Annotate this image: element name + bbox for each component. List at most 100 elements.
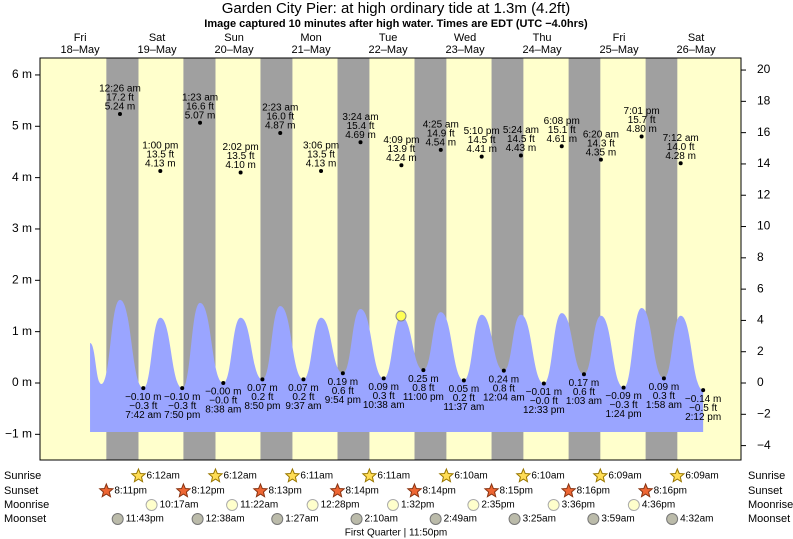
tide-label: 1:58 am <box>646 400 682 411</box>
y2-tick-label: −4 <box>757 438 771 452</box>
tide-label: 1:00 pm <box>142 141 178 152</box>
tide-point <box>639 134 644 139</box>
tide-label: 4.24 m <box>386 153 417 164</box>
tide-label: 0.3 ft <box>653 391 675 402</box>
sunset-time: 8:14pm <box>422 486 455 497</box>
day-date: 26–May <box>677 44 717 56</box>
moonrise-time: 12:28pm <box>321 500 360 511</box>
tide-label: 5.07 m <box>185 110 216 121</box>
sunrise-time: 6:09am <box>685 471 718 482</box>
tide-point <box>461 378 466 383</box>
sunrise-icon <box>130 467 147 483</box>
tide-label: 6:20 am <box>583 129 619 140</box>
tide-point <box>158 168 163 173</box>
tide-point <box>278 130 283 135</box>
moonset-icon <box>429 513 442 525</box>
tide-label: 0.07 m <box>288 383 319 394</box>
y-tick-label: −1 m <box>5 427 32 441</box>
tide-label: 3:06 pm <box>303 141 339 152</box>
moonrise-icon <box>387 499 400 511</box>
moonset-time: 4:32am <box>680 514 713 525</box>
tide-label: 4.61 m <box>546 134 577 145</box>
y-tick-label: 5 m <box>12 118 32 132</box>
tide-point <box>358 140 363 145</box>
tide-point <box>598 157 603 162</box>
tide-label: −0.3 ft <box>168 401 196 412</box>
tide-point <box>319 168 324 173</box>
tide-label: 0.25 m <box>408 374 439 385</box>
y-tick-label: 2 m <box>12 272 32 286</box>
sunset-icon <box>98 482 115 498</box>
tide-label: 7:12 am <box>663 133 699 144</box>
tide-label: 4.41 m <box>466 144 497 155</box>
tide-label: 4.35 m <box>586 147 617 158</box>
sunrise-icon <box>438 467 455 483</box>
day-weekday: Tue <box>379 32 398 44</box>
tide-label: −0.3 ft <box>129 401 157 412</box>
tide-label: 6:08 pm <box>544 116 580 127</box>
sunrise-time: 6:10am <box>531 471 564 482</box>
tide-label: −0.01 m <box>526 387 562 398</box>
moonrise-time: 4:36pm <box>642 500 675 511</box>
tide-label: 4.69 m <box>345 130 376 141</box>
tide-label: 0.2 ft <box>292 392 314 403</box>
moonset-icon <box>508 513 521 525</box>
sunset-icon <box>637 482 654 498</box>
sunrise-time: 6:12am <box>223 471 256 482</box>
moonrise-time: 11:22am <box>240 500 278 511</box>
plot-frame <box>39 57 742 461</box>
tide-label: 9:54 pm <box>325 395 361 406</box>
tide-point <box>501 368 506 373</box>
tide-label: 4.28 m <box>665 151 696 162</box>
tide-label: 0.07 m <box>247 383 278 394</box>
moonset-icon <box>191 513 204 525</box>
tide-label: 3:24 am <box>342 112 378 123</box>
y2-tick-label: 10 <box>757 219 771 233</box>
tide-label: 4.13 m <box>145 159 176 170</box>
y2-tick-label: 4 <box>757 313 764 327</box>
tide-label: 1:23 am <box>182 92 218 103</box>
tide-label: 15.7 ft <box>628 115 656 126</box>
moonset-time: 2:10am <box>365 514 398 525</box>
tide-point <box>518 153 523 158</box>
sunset-icon <box>329 482 346 498</box>
day-date: 25–May <box>600 44 640 56</box>
tide-label: 0.17 m <box>569 378 600 389</box>
tide-point <box>438 147 443 152</box>
sunrise-time: 6:12am <box>146 471 179 482</box>
tide-label: −0.10 m <box>125 392 161 403</box>
sunset-icon <box>252 482 269 498</box>
tide-label: 7:01 pm <box>624 106 660 117</box>
tide-point <box>381 376 386 381</box>
moonset-time: 1:27am <box>285 514 318 525</box>
tide-point <box>559 144 564 149</box>
row-label: Moonrise <box>4 499 49 511</box>
sunset-time: 8:16pm <box>577 486 610 497</box>
tide-point <box>340 371 345 376</box>
tide-label: 2:02 pm <box>223 142 259 153</box>
row-label: Sunset <box>4 485 38 497</box>
tide-label: 7:42 am <box>125 410 161 421</box>
sunrise-time: 6:10am <box>454 471 487 482</box>
tide-label: 0.6 ft <box>332 386 354 397</box>
tide-label: 0.8 ft <box>493 383 515 394</box>
tide-label: 13.5 ft <box>307 150 335 161</box>
sunset-time: 8:13pm <box>268 486 301 497</box>
chart-title: Garden City Pier: at high ordinary tide … <box>222 0 571 17</box>
day-date: 18–May <box>61 44 101 56</box>
tide-label: 8:38 am <box>205 405 241 416</box>
sunset-icon <box>483 482 500 498</box>
tide-label: 16.6 ft <box>186 101 214 112</box>
sunset-time: 8:14pm <box>345 486 378 497</box>
tide-label: 0.2 ft <box>251 392 273 403</box>
tide-label: 15.4 ft <box>347 121 375 132</box>
tide-label: 0.19 m <box>328 377 359 388</box>
tide-label: 4.10 m <box>225 160 256 171</box>
tide-label: 2:12 pm <box>685 412 721 423</box>
row-label: Moonset <box>748 513 790 525</box>
tide-label: 9:37 am <box>285 401 321 412</box>
y2-tick-label: 2 <box>757 344 764 358</box>
tide-point <box>541 381 546 386</box>
tide-label: −0.00 m <box>205 387 241 398</box>
sunset-time: 8:11pm <box>114 486 147 497</box>
